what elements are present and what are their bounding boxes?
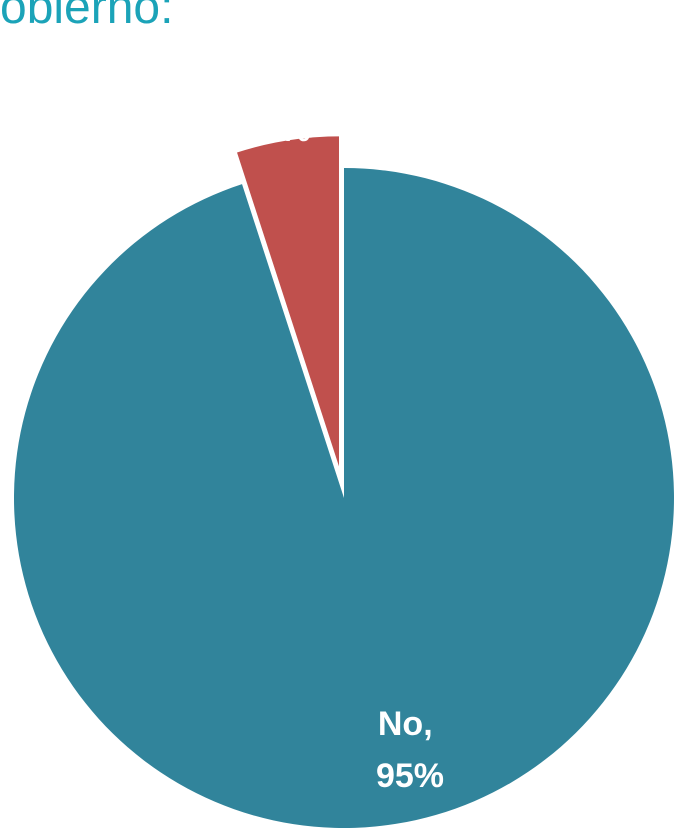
slice-label-no: No, 95% — [376, 705, 444, 795]
slice-label-si: Sí, 5% — [260, 60, 311, 149]
chart-title: obierno: — [0, 0, 174, 34]
slice-label-si-name: Sí, — [260, 60, 302, 98]
pie-slice-no — [13, 168, 674, 828]
slice-label-si-value: 5% — [261, 111, 310, 149]
slice-label-no-value: 95% — [376, 757, 444, 795]
pie-slice-si — [237, 136, 339, 467]
slice-label-no-name: No, — [378, 705, 433, 743]
